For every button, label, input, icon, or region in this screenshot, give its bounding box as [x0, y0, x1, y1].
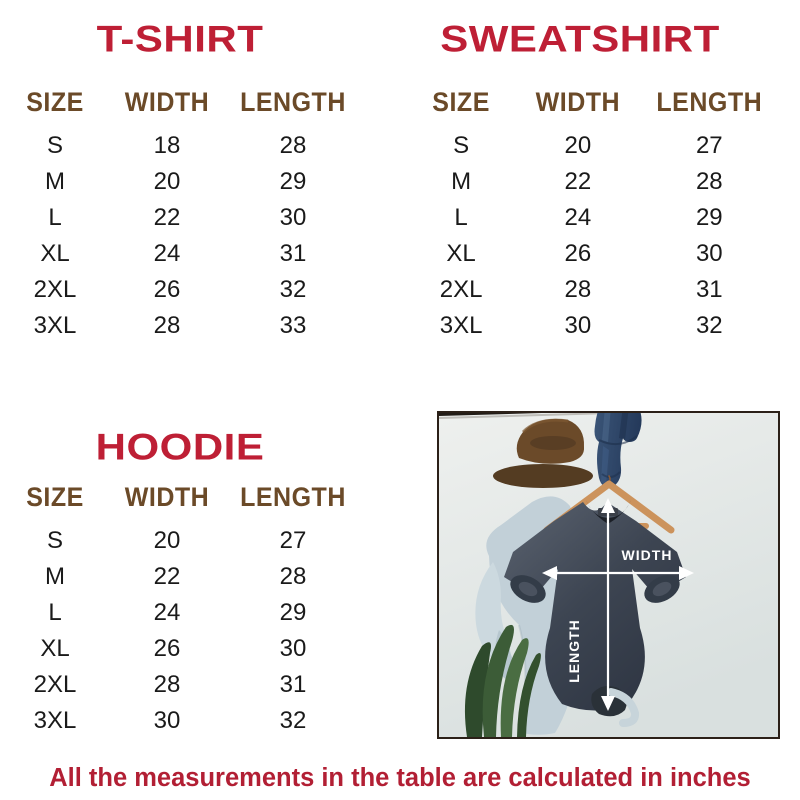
svg-text:LENGTH: LENGTH: [566, 619, 582, 683]
svg-text:WIDTH: WIDTH: [622, 547, 673, 563]
